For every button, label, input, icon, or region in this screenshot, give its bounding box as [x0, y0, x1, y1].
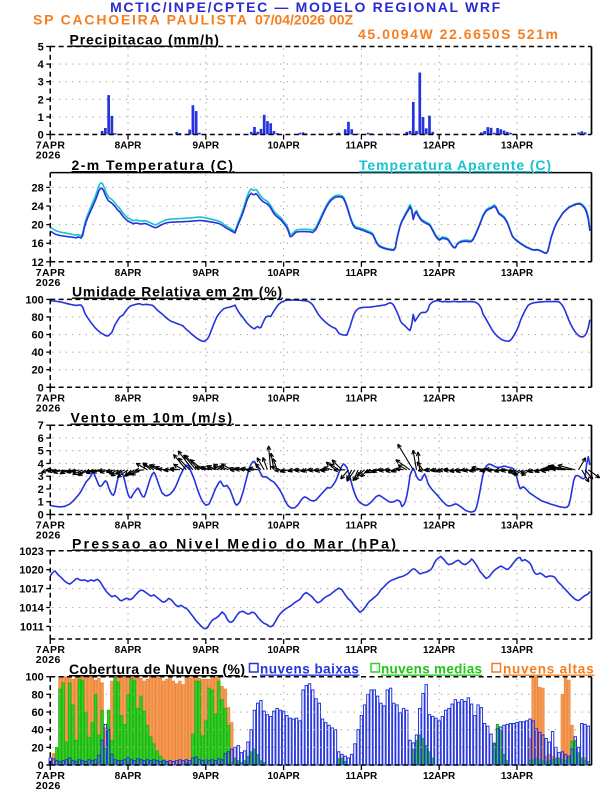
svg-text:6: 6 [38, 433, 44, 445]
svg-text:7APR: 7APR [36, 267, 66, 279]
svg-text:1011: 1011 [20, 621, 44, 633]
svg-text:60: 60 [32, 707, 44, 719]
svg-text:9APR: 9APR [192, 268, 219, 279]
svg-text:12APR: 12APR [423, 521, 456, 532]
svg-text:Temperatura Aparente (C): Temperatura Aparente (C) [359, 157, 552, 173]
svg-text:7APR: 7APR [36, 140, 66, 152]
svg-text:20: 20 [32, 220, 44, 232]
svg-text:13APR: 13APR [501, 771, 534, 782]
svg-text:60: 60 [32, 330, 44, 342]
svg-text:07/04/2026 00Z: 07/04/2026 00Z [255, 12, 354, 28]
svg-text:10APR: 10APR [267, 521, 300, 532]
svg-text:8APR: 8APR [115, 393, 142, 404]
svg-text:8APR: 8APR [115, 268, 142, 279]
svg-text:100: 100 [25, 672, 43, 684]
svg-text:10APR: 10APR [267, 393, 300, 404]
svg-text:8APR: 8APR [115, 521, 142, 532]
svg-text:2026: 2026 [36, 654, 61, 666]
svg-text:nuvens baixas: nuvens baixas [260, 662, 359, 677]
svg-text:2026: 2026 [36, 277, 61, 289]
svg-text:9APR: 9APR [192, 141, 219, 152]
svg-text:0: 0 [38, 382, 44, 394]
svg-text:1: 1 [38, 497, 44, 509]
svg-text:13APR: 13APR [501, 645, 534, 656]
svg-text:9APR: 9APR [192, 521, 219, 532]
svg-text:2026: 2026 [36, 150, 61, 162]
svg-text:12: 12 [32, 257, 44, 269]
svg-text:12APR: 12APR [423, 771, 456, 782]
svg-text:nuvens altas: nuvens altas [503, 662, 594, 677]
svg-text:10APR: 10APR [267, 141, 300, 152]
svg-text:4: 4 [38, 59, 45, 71]
svg-text:40: 40 [32, 347, 44, 359]
svg-text:2: 2 [38, 484, 44, 496]
svg-text:7APR: 7APR [36, 770, 66, 782]
svg-text:45.0094W 22.6650S 521m: 45.0094W 22.6650S 521m [358, 26, 559, 42]
svg-text:8APR: 8APR [115, 645, 142, 656]
svg-text:28: 28 [32, 182, 44, 194]
svg-text:11APR: 11APR [346, 393, 378, 404]
svg-text:100: 100 [25, 294, 43, 306]
svg-text:80: 80 [32, 689, 44, 701]
svg-text:2: 2 [38, 94, 44, 106]
svg-text:11APR: 11APR [346, 521, 378, 532]
svg-text:5: 5 [38, 446, 44, 458]
svg-text:7APR: 7APR [36, 644, 66, 656]
svg-text:12APR: 12APR [423, 393, 456, 404]
svg-text:10APR: 10APR [267, 645, 300, 656]
svg-text:20: 20 [32, 742, 44, 754]
svg-text:1: 1 [38, 112, 44, 124]
svg-text:MCTIC/INPE/CPTEC — MODELO REGI: MCTIC/INPE/CPTEC — MODELO REGIONAL WRF [110, 0, 502, 15]
svg-text:2026: 2026 [36, 402, 61, 414]
svg-text:1014: 1014 [19, 603, 44, 615]
svg-text:13APR: 13APR [501, 521, 534, 532]
svg-text:20: 20 [32, 365, 44, 377]
svg-text:8APR: 8APR [115, 771, 142, 782]
svg-text:80: 80 [32, 312, 44, 324]
svg-text:4: 4 [38, 458, 45, 470]
svg-text:7APR: 7APR [36, 392, 66, 404]
svg-text:12APR: 12APR [423, 645, 456, 656]
svg-text:SP CACHOEIRA PAULISTA: SP CACHOEIRA PAULISTA [33, 12, 249, 28]
svg-text:2026: 2026 [36, 530, 61, 542]
svg-text:9APR: 9APR [192, 645, 219, 656]
svg-text:9APR: 9APR [192, 771, 219, 782]
svg-text:13APR: 13APR [501, 268, 534, 279]
svg-text:3: 3 [38, 77, 44, 89]
svg-text:Umidade Relativa em 2m (%): Umidade Relativa em 2m (%) [72, 284, 283, 300]
svg-text:11APR: 11APR [346, 141, 378, 152]
svg-text:7APR: 7APR [36, 520, 66, 532]
svg-text:Precipitacao (mm/h): Precipitacao (mm/h) [70, 32, 220, 48]
svg-text:5: 5 [38, 42, 44, 54]
svg-text:Cobertura de Nuvens (%): Cobertura de Nuvens (%) [69, 661, 245, 677]
svg-text:2-m Temperatura (C): 2-m Temperatura (C) [72, 157, 235, 173]
svg-text:10APR: 10APR [267, 771, 300, 782]
svg-text:13APR: 13APR [501, 393, 534, 404]
svg-text:8APR: 8APR [115, 141, 142, 152]
svg-text:1017: 1017 [19, 584, 43, 596]
svg-text:0: 0 [38, 510, 44, 522]
svg-text:12APR: 12APR [423, 268, 456, 279]
svg-text:0: 0 [38, 130, 44, 142]
svg-text:24: 24 [32, 201, 45, 213]
svg-text:13APR: 13APR [501, 141, 534, 152]
svg-text:Pressao ao Nivel Medio do Mar: Pressao ao Nivel Medio do Mar (hPa) [72, 536, 398, 552]
svg-text:3: 3 [38, 471, 44, 483]
svg-text:9APR: 9APR [192, 393, 219, 404]
svg-text:11APR: 11APR [346, 771, 378, 782]
svg-text:2026: 2026 [36, 780, 61, 792]
svg-text:nuvens medias: nuvens medias [381, 662, 482, 677]
svg-text:16: 16 [32, 238, 44, 250]
svg-text:10APR: 10APR [267, 268, 300, 279]
svg-text:1023: 1023 [19, 546, 43, 558]
svg-text:0: 0 [38, 760, 44, 772]
svg-text:40: 40 [32, 725, 44, 737]
svg-text:Vento em 10m (m/s): Vento em 10m (m/s) [71, 410, 234, 426]
svg-text:1020: 1020 [19, 565, 43, 577]
svg-text:7: 7 [38, 420, 44, 432]
svg-text:11APR: 11APR [346, 645, 378, 656]
svg-text:12APR: 12APR [423, 141, 456, 152]
svg-text:11APR: 11APR [346, 268, 378, 279]
